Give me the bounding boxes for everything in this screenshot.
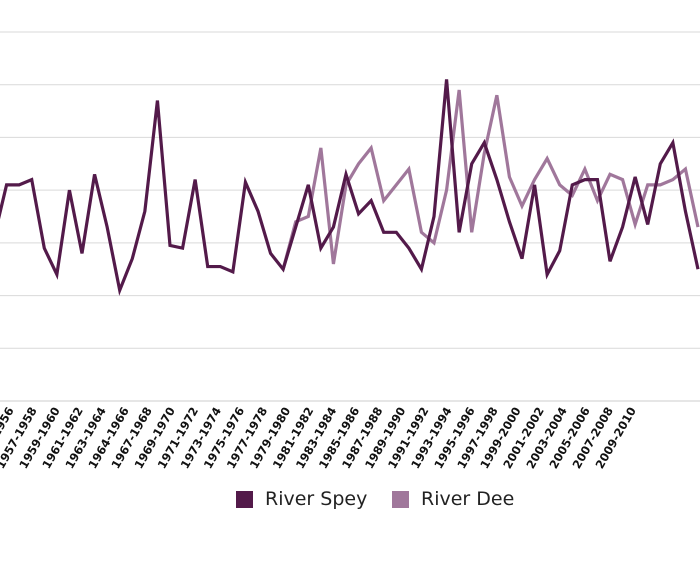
series-line-river-spey — [0, 79, 700, 296]
legend-swatch-river-spey — [236, 490, 253, 508]
legend-label-river-dee: River Dee — [421, 488, 515, 510]
legend-swatch-river-dee — [392, 490, 409, 508]
legend-label-river-spey: River Spey — [265, 488, 368, 510]
legend: River Spey River Dee — [0, 488, 700, 518]
legend-item-river-dee: River Dee — [392, 488, 514, 510]
line-chart: 1953-19541955-19561957-19581959-19601961… — [0, 31, 700, 472]
x-tick-labels: 1953-19541955-19561957-19581959-19601961… — [0, 405, 639, 472]
legend-item-river-spey: River Spey — [236, 488, 367, 510]
gridlines — [0, 31, 700, 349]
series-layer — [0, 79, 700, 296]
